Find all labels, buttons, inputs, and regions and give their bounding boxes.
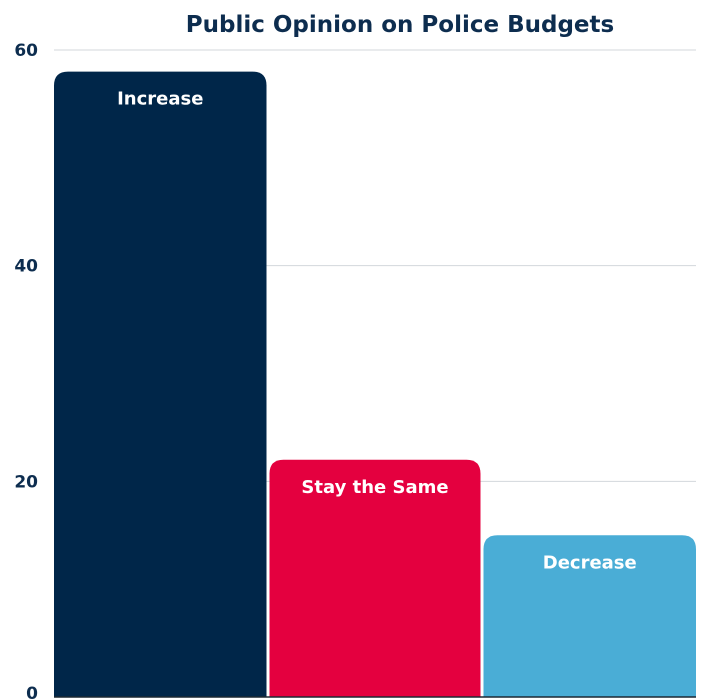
y-tick-label-40: 40 — [14, 257, 38, 277]
bar-label-decrease: Decrease — [543, 552, 637, 573]
bar-stay-the-same — [269, 459, 481, 697]
bar-label-stay-the-same: Stay the Same — [301, 477, 448, 498]
y-axis-ticks: 0 20 40 60 — [14, 41, 38, 700]
bar-increase — [54, 71, 267, 698]
bar-decrease — [483, 535, 696, 697]
y-tick-label-20: 20 — [14, 472, 38, 492]
y-tick-label-60: 60 — [14, 41, 38, 61]
bars: Increase Stay the Same Decrease — [54, 71, 696, 698]
chart-title: Public Opinion on Police Budgets — [186, 12, 614, 38]
y-tick-label-0: 0 — [26, 684, 38, 700]
bar-label-increase: Increase — [117, 89, 203, 110]
